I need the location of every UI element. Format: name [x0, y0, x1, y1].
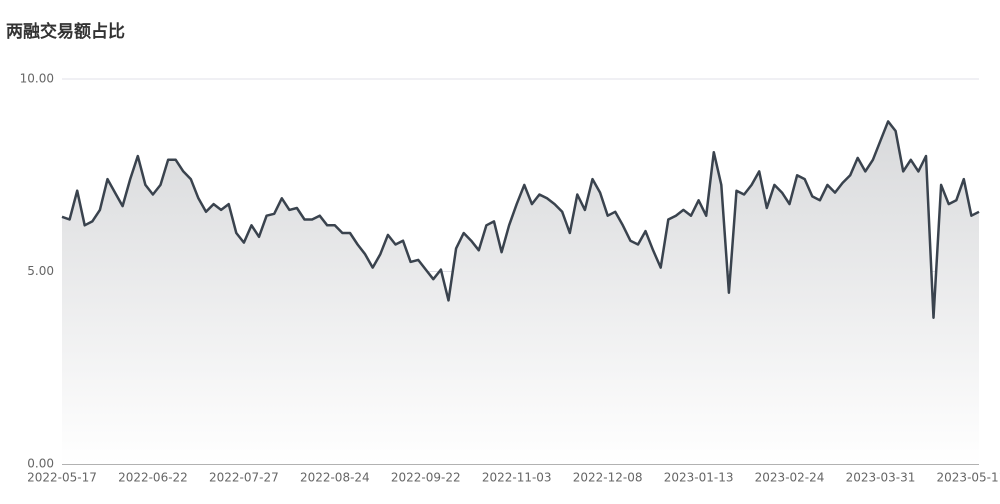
- y-tick-label: 5.00: [27, 264, 54, 278]
- x-tick-label: 2022-05-17: [27, 471, 97, 485]
- x-tick-label: 2022-06-22: [118, 471, 188, 485]
- area: [62, 121, 979, 465]
- y-tick-label: 10.00: [20, 72, 54, 86]
- x-tick-label: 2022-08-24: [300, 471, 370, 485]
- x-tick-label: 2023-03-31: [846, 471, 916, 485]
- x-tick-label: 2022-09-22: [391, 471, 461, 485]
- x-tick-label: 2022-11-03: [482, 471, 552, 485]
- line: [61, 120, 980, 319]
- x-tick-label: 2022-12-08: [573, 471, 643, 485]
- y-tick-label: 0.00: [27, 457, 54, 471]
- x-tick-label: 2023-02-24: [755, 471, 825, 485]
- chart-title: 两融交易额占比: [6, 21, 125, 42]
- x-tick-label: 2023-01-13: [664, 471, 734, 485]
- x-tick-label: 2022-07-27: [209, 471, 279, 485]
- x-tick-label: 2023-05-11: [937, 471, 1000, 485]
